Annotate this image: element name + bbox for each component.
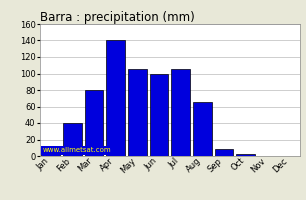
Bar bbox=[150, 73, 168, 156]
Bar bbox=[106, 40, 125, 156]
Bar bbox=[193, 102, 211, 156]
Text: Barra : precipitation (mm): Barra : precipitation (mm) bbox=[40, 11, 195, 24]
Bar bbox=[215, 149, 233, 156]
Bar bbox=[237, 154, 255, 156]
Text: www.allmetsat.com: www.allmetsat.com bbox=[42, 147, 111, 153]
Bar bbox=[41, 148, 60, 156]
Bar bbox=[85, 90, 103, 156]
Bar bbox=[171, 69, 190, 156]
Bar bbox=[63, 123, 81, 156]
Bar bbox=[128, 69, 147, 156]
